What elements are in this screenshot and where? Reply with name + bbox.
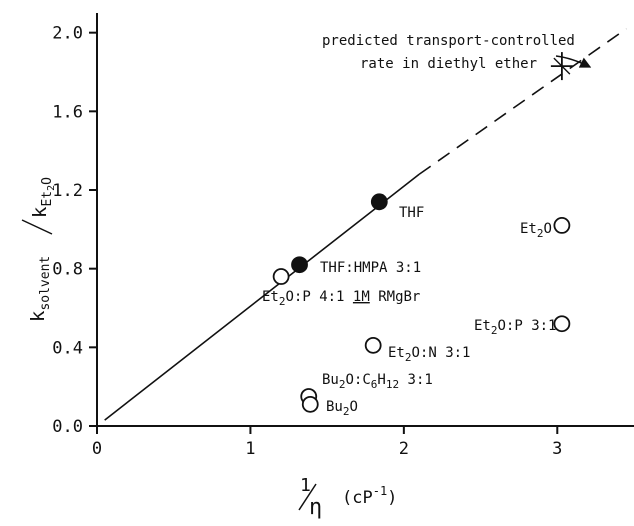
point-label-bu2o: Bu2O	[326, 399, 358, 418]
y-tick-label: 0.0	[52, 417, 83, 437]
point-label-et2o: Et2O	[520, 221, 552, 240]
svg-text:ksolvent: ksolvent	[27, 256, 53, 322]
y-tick-label: 0.4	[52, 338, 83, 358]
annotation-line-1: predicted transport-controlled	[322, 33, 575, 49]
point-label-thf: THF	[399, 205, 424, 221]
data-point	[370, 193, 388, 211]
point-label-bu2o-c6h12: Bu2O:C6H12 3:1	[322, 372, 433, 391]
y-tick-label: 1.6	[52, 102, 83, 122]
annotation-arrow	[555, 55, 592, 68]
data-point	[364, 336, 382, 354]
point-label-et2o-p31: Et2O:P 3:1	[474, 318, 557, 337]
fit-line-solid	[104, 173, 420, 421]
y-tick-label: 1.2	[52, 181, 83, 201]
point-label-et2o-p41: Et2O:P 4:1 1M RMgBr	[262, 289, 420, 308]
y-tick-label: 0.8	[52, 260, 83, 280]
data-point	[553, 315, 571, 333]
point-label-et2o-n31: Et2O:N 3:1	[388, 345, 471, 364]
annotation-line-2: rate in diethyl ether	[360, 56, 537, 72]
data-points	[272, 193, 571, 413]
x-tick-label: 0	[92, 439, 102, 459]
x-tick-label: 3	[552, 439, 562, 459]
x-tick-label: 1	[245, 439, 255, 459]
data-point	[301, 395, 319, 413]
data-point	[291, 256, 308, 274]
x-tick-label: 2	[399, 439, 409, 459]
data-point	[553, 216, 571, 234]
star-stroke	[553, 57, 571, 75]
svg-text:(cP-1): (cP-1)	[342, 484, 397, 508]
data-point	[272, 268, 290, 285]
svg-text:1: 1	[300, 475, 311, 496]
fit-line-dashed	[418, 28, 627, 175]
svg-text:kEt2O: kEt2O	[29, 177, 57, 218]
y-axis-label: ksolvent kEt2O	[21, 177, 57, 322]
x-axis-label: 1 η (cP-1)	[298, 475, 397, 520]
point-label-thf-hmpa: THF:HMPA 3:1	[320, 260, 421, 276]
y-tick-label: 2.0	[52, 24, 83, 44]
axis-ticks: 0 1 2 3 0.0 0.4 0.8 1.2 1.6 2.0	[52, 24, 562, 459]
svg-text:η: η	[309, 495, 322, 520]
